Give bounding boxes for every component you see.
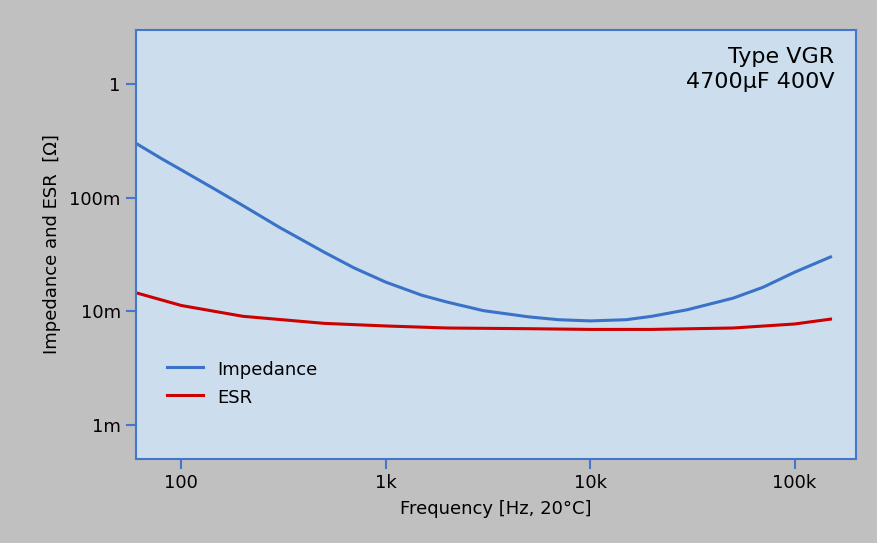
- Impedance: [645, 313, 656, 320]
- Impedance: [176, 167, 187, 173]
- ESR: [788, 321, 799, 327]
- Impedance: [441, 299, 452, 305]
- Impedance: [131, 140, 141, 147]
- Impedance: [416, 292, 426, 299]
- Y-axis label: Impedance and ESR  [Ω]: Impedance and ESR [Ω]: [43, 135, 61, 354]
- Impedance: [584, 318, 595, 324]
- Text: Type VGR
4700μF 400V: Type VGR 4700μF 400V: [685, 47, 833, 92]
- Impedance: [757, 284, 767, 291]
- Line: Impedance: Impedance: [136, 143, 830, 321]
- Impedance: [156, 155, 167, 162]
- ESR: [824, 316, 835, 323]
- Impedance: [523, 314, 533, 320]
- Impedance: [318, 249, 329, 256]
- ESR: [523, 325, 533, 332]
- Impedance: [788, 269, 799, 275]
- ESR: [645, 326, 656, 333]
- ESR: [318, 320, 329, 327]
- ESR: [727, 325, 738, 331]
- ESR: [238, 313, 248, 320]
- Impedance: [727, 295, 738, 301]
- Impedance: [238, 203, 248, 209]
- ESR: [441, 325, 452, 331]
- ESR: [584, 326, 595, 333]
- Impedance: [212, 187, 223, 194]
- Impedance: [553, 317, 563, 323]
- Impedance: [681, 306, 692, 313]
- Impedance: [477, 307, 488, 314]
- ESR: [176, 302, 187, 309]
- Line: ESR: ESR: [136, 293, 830, 330]
- Impedance: [348, 264, 359, 271]
- Impedance: [620, 317, 631, 323]
- Impedance: [274, 224, 284, 230]
- ESR: [380, 323, 390, 329]
- Impedance: [824, 254, 835, 260]
- Legend: Impedance, ESR: Impedance, ESR: [167, 359, 317, 407]
- X-axis label: Frequency [Hz, 20°C]: Frequency [Hz, 20°C]: [400, 501, 591, 519]
- ESR: [131, 289, 141, 296]
- Impedance: [380, 279, 390, 286]
